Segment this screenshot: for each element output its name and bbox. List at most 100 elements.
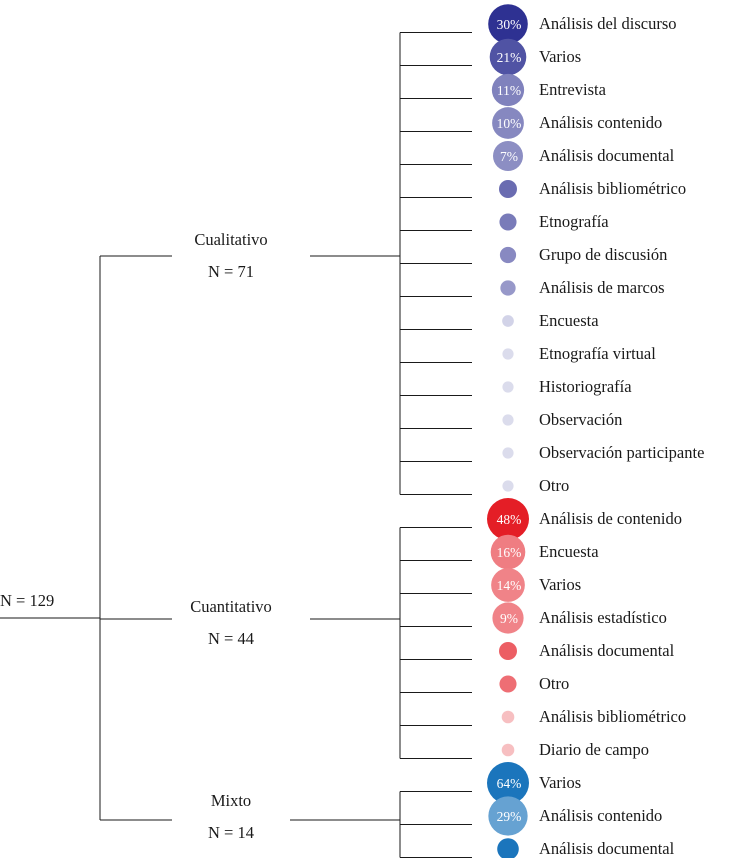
leaf-item: 64% Varios xyxy=(400,762,581,804)
share-bubble xyxy=(499,642,517,660)
share-percent: 11% xyxy=(497,83,521,98)
leaf-label: Varios xyxy=(539,47,581,66)
share-bubble xyxy=(492,107,524,139)
share-percent: 10% xyxy=(497,116,522,131)
share-bubble xyxy=(502,315,514,327)
leaf-item: Etnografía virtual xyxy=(400,344,656,363)
group-cuantitativo: Cuantitativo N = 44 48% Análisis de conteni… xyxy=(100,498,686,759)
share-bubble xyxy=(499,675,517,693)
leaf-item: 21% Varios xyxy=(400,38,581,76)
leaf-label: Observación participante xyxy=(539,443,704,462)
share-bubble xyxy=(493,141,523,171)
group-name: Cuantitativo xyxy=(190,597,272,616)
share-bubble xyxy=(501,710,515,724)
group-name: Cualitativo xyxy=(194,230,267,249)
leaf-label: Análisis de contenido xyxy=(539,509,682,528)
leaf-label: Análisis documental xyxy=(539,146,675,165)
share-bubble xyxy=(492,602,524,634)
leaf-label: Análisis estadístico xyxy=(539,608,667,627)
leaf-item: 9% Análisis estadístico xyxy=(400,602,667,634)
share-percent: 30% xyxy=(497,17,522,32)
share-bubble xyxy=(502,480,514,492)
share-bubble xyxy=(499,246,517,264)
group-n-label: N = 14 xyxy=(208,823,254,842)
share-bubble xyxy=(497,838,519,858)
leaf-label: Varios xyxy=(539,575,581,594)
leaf-label: Diario de campo xyxy=(539,740,649,759)
leaf-label: Otro xyxy=(539,476,569,495)
leaf-item: 7% Análisis documental xyxy=(400,141,675,171)
share-bubble xyxy=(500,280,516,296)
leaf-label: Análisis documental xyxy=(539,641,675,660)
leaf-item: Grupo de discusión xyxy=(400,245,667,264)
leaf-label: Etnografía xyxy=(539,212,609,231)
share-bubble xyxy=(487,498,529,540)
leaf-item: 10% Análisis contenido xyxy=(400,107,662,139)
share-bubble xyxy=(502,414,514,426)
leaf-label: Análisis de marcos xyxy=(539,278,665,297)
leaf-label: Entrevista xyxy=(539,80,607,99)
leaf-item: Observación participante xyxy=(400,443,704,462)
leaf-item: Otro xyxy=(400,476,569,495)
share-bubble xyxy=(487,762,529,804)
share-percent: 7% xyxy=(500,149,518,164)
leaf-item: 48% Análisis de contenido xyxy=(400,498,682,540)
leaf-item: Análisis bibliométrico xyxy=(400,179,686,198)
leaf-item: Etnografía xyxy=(400,212,609,231)
share-percent: 9% xyxy=(500,611,518,626)
leaf-label: Historiografía xyxy=(539,377,632,396)
group-n-label: N = 44 xyxy=(208,629,254,648)
leaf-item: Otro xyxy=(400,674,569,693)
leaf-item: Historiografía xyxy=(400,377,632,396)
share-bubble xyxy=(490,534,526,570)
leaf-item: Análisis documental xyxy=(400,838,675,858)
share-bubble xyxy=(491,73,525,107)
share-bubble xyxy=(502,381,514,393)
leaf-label: Grupo de discusión xyxy=(539,245,667,264)
leaf-item: 11% Entrevista xyxy=(400,73,607,107)
leaf-label: Varios xyxy=(539,773,581,792)
share-percent: 48% xyxy=(497,512,522,527)
leaf-label: Análisis bibliométrico xyxy=(539,179,686,198)
leaf-label: Observación xyxy=(539,410,622,429)
share-percent: 16% xyxy=(497,545,522,560)
share-bubble xyxy=(491,568,525,602)
leaf-label: Análisis documental xyxy=(539,839,675,858)
leaf-item: Análisis bibliométrico xyxy=(400,707,686,726)
group-cualitativo: Cualitativo N = 71 30% Análisis del discurs… xyxy=(100,4,704,495)
leaf-label: Etnografía virtual xyxy=(539,344,656,363)
share-percent: 29% xyxy=(497,809,522,824)
share-percent: 14% xyxy=(497,578,522,593)
leaf-item: Análisis documental xyxy=(400,641,675,660)
group-n-label: N = 71 xyxy=(208,262,254,281)
share-bubble xyxy=(502,348,514,360)
share-bubble xyxy=(488,4,528,44)
leaf-label: Análisis contenido xyxy=(539,806,662,825)
share-percent: 64% xyxy=(497,776,522,791)
share-bubble xyxy=(499,213,517,231)
leaf-item: 16% Encuesta xyxy=(400,534,599,570)
leaf-item: Encuesta xyxy=(400,311,599,330)
leaf-item: Diario de campo xyxy=(400,740,649,759)
leaf-label: Encuesta xyxy=(539,542,599,561)
share-bubble xyxy=(489,38,527,76)
leaf-label: Análisis bibliométrico xyxy=(539,707,686,726)
leaf-item: Observación xyxy=(400,410,622,429)
leaf-label: Análisis contenido xyxy=(539,113,662,132)
share-percent: 21% xyxy=(497,50,522,65)
share-bubble xyxy=(501,743,515,757)
group-mixto: Mixto N = 14 64% Varios 29% Análisis contenid… xyxy=(100,762,675,858)
share-bubble xyxy=(502,447,514,459)
leaf-item: 29% Análisis contenido xyxy=(400,796,662,836)
root-label: N = 129 xyxy=(0,591,54,610)
share-bubble xyxy=(499,180,517,198)
leaf-item: 30% Análisis del discurso xyxy=(400,4,677,44)
share-bubble xyxy=(488,796,528,836)
leaf-item: 14% Varios xyxy=(400,568,581,602)
leaf-label: Análisis del discurso xyxy=(539,14,677,33)
group-name: Mixto xyxy=(211,791,251,810)
leaf-label: Encuesta xyxy=(539,311,599,330)
leaf-item: Análisis de marcos xyxy=(400,278,665,297)
leaf-label: Otro xyxy=(539,674,569,693)
